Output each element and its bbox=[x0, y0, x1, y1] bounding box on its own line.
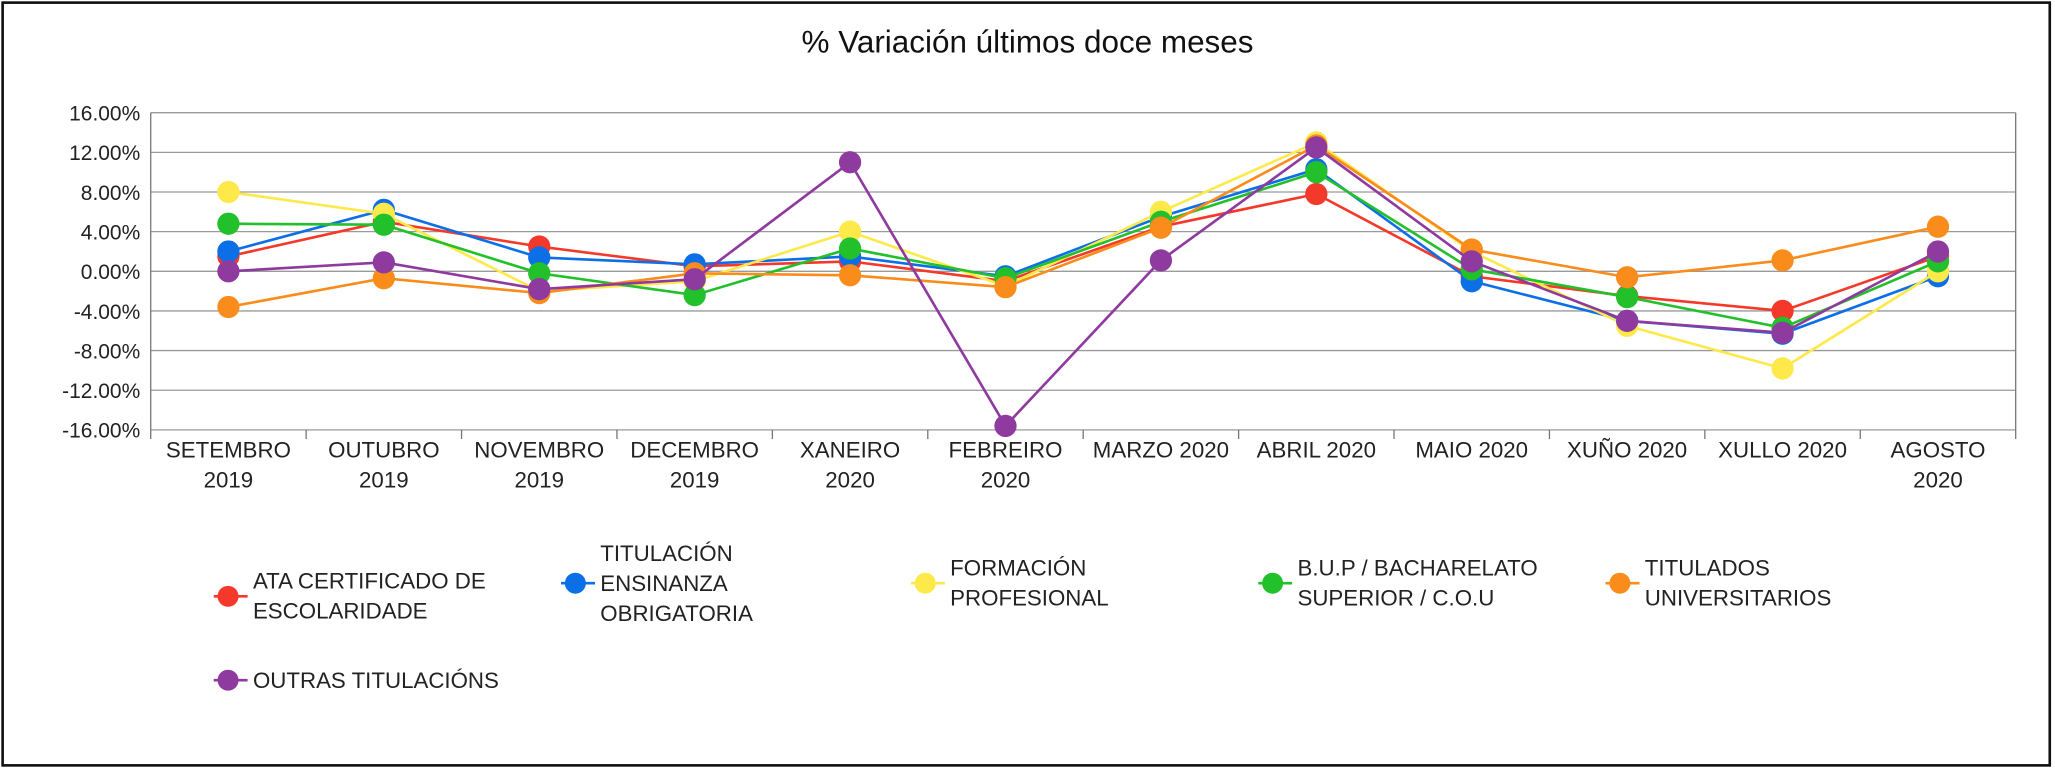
data-point bbox=[528, 262, 551, 285]
legend-dot bbox=[1262, 572, 1284, 594]
legend-label: B.U.P / BACHARELATO SUPERIOR / C.O.U bbox=[1297, 555, 1538, 611]
x-tick-label: ABRIL 2020 bbox=[1256, 437, 1376, 463]
legend-marker bbox=[213, 669, 248, 691]
legend-label: OUTRAS TITULACIÓNS bbox=[252, 667, 499, 693]
legend-dot bbox=[564, 572, 586, 594]
data-point bbox=[1771, 357, 1794, 380]
data-point bbox=[1616, 266, 1639, 289]
legend-dot bbox=[217, 669, 239, 691]
legend-marker bbox=[1258, 572, 1293, 594]
y-tick-label: -16.00% bbox=[62, 420, 140, 443]
x-tick-label: XULLO 2020 bbox=[1718, 437, 1847, 463]
series-line bbox=[228, 145, 1939, 429]
legend-label: TITULADOS UNIVERSITARIOS bbox=[1644, 555, 1832, 611]
data-point bbox=[217, 212, 240, 235]
series-line bbox=[228, 170, 1939, 330]
data-point bbox=[1149, 249, 1173, 272]
legend-item: FORMACIÓN PROFESIONAL bbox=[910, 531, 1147, 636]
data-point bbox=[1149, 216, 1173, 239]
data-point bbox=[217, 260, 240, 283]
x-tick-label: MAIO 2020 bbox=[1415, 437, 1529, 463]
data-point bbox=[838, 264, 862, 287]
legend-marker bbox=[1605, 572, 1640, 594]
legend-item: TITULACIÓN ENSINANZA OBRIGATORIA bbox=[560, 531, 790, 636]
data-point bbox=[994, 276, 1017, 299]
data-point bbox=[683, 268, 706, 291]
legend-marker bbox=[213, 585, 248, 607]
x-tick-label: MARZO 2020 bbox=[1092, 437, 1230, 463]
data-point bbox=[217, 180, 240, 204]
x-tick-label: SETEMBRO 2019 bbox=[165, 437, 291, 493]
data-point bbox=[683, 283, 706, 307]
y-tick-label: 0.00% bbox=[81, 261, 140, 284]
x-tick-label: NOVEMBRO 2019 bbox=[474, 437, 605, 493]
x-tick-label: XANEIRO 2020 bbox=[799, 437, 901, 493]
data-point bbox=[1926, 240, 1950, 263]
data-point bbox=[1926, 215, 1950, 238]
y-tick-label: 16.00% bbox=[69, 103, 140, 126]
data-point bbox=[217, 295, 240, 319]
legend-item: TITULADOS UNIVERSITARIOS bbox=[1605, 531, 1874, 636]
data-point bbox=[372, 267, 395, 290]
legend-label: FORMACIÓN PROFESIONAL bbox=[950, 555, 1109, 611]
data-point bbox=[838, 220, 862, 243]
legend-dot bbox=[1609, 572, 1631, 594]
legend-dot bbox=[914, 572, 936, 594]
data-point bbox=[528, 246, 551, 269]
data-point bbox=[1771, 249, 1794, 272]
y-tick-label: 12.00% bbox=[69, 142, 140, 165]
y-tick-label: 4.00% bbox=[81, 222, 140, 245]
data-point bbox=[1616, 285, 1639, 309]
x-tick-label: FEBREIRO 2020 bbox=[948, 437, 1063, 493]
data-point bbox=[372, 213, 395, 236]
data-point bbox=[1460, 250, 1483, 273]
data-point bbox=[1616, 309, 1639, 332]
chart-title: % Variación últimos doce meses bbox=[802, 24, 1254, 59]
x-tick-label: AGOSTO 2020 bbox=[1890, 437, 1986, 493]
data-point bbox=[372, 251, 395, 274]
data-point bbox=[1305, 182, 1328, 206]
legend-label: ATA CERTIFICADO DE ESCOLARIDADE bbox=[252, 568, 486, 624]
x-tick-label: XUÑO 2020 bbox=[1567, 437, 1688, 463]
legend-label: TITULACIÓN ENSINANZA OBRIGATORIA bbox=[600, 540, 753, 626]
legend-dot bbox=[217, 585, 239, 607]
series-line bbox=[228, 143, 1939, 309]
series-line bbox=[228, 192, 1939, 313]
data-point bbox=[217, 240, 240, 263]
legend-marker bbox=[910, 572, 945, 594]
data-point bbox=[1771, 321, 1794, 344]
legend-item: OUTRAS TITULACIÓNS bbox=[213, 628, 594, 733]
x-tick-label: OUTUBRO 2019 bbox=[328, 437, 440, 493]
data-point bbox=[994, 414, 1017, 438]
legend-item: ATA CERTIFICADO DE ESCOLARIDADE bbox=[213, 544, 529, 649]
x-tick-label: DECEMBRO 2019 bbox=[630, 437, 760, 493]
y-tick-label: -12.00% bbox=[62, 380, 140, 403]
legend-item: B.U.P / BACHARELATO SUPERIOR / C.O.U bbox=[1258, 531, 1579, 636]
data-point bbox=[838, 237, 862, 260]
legend-marker bbox=[560, 572, 596, 594]
data-point bbox=[1305, 136, 1328, 159]
data-point bbox=[838, 151, 862, 174]
data-point bbox=[528, 277, 551, 301]
y-tick-label: -4.00% bbox=[74, 301, 140, 324]
data-point bbox=[1771, 299, 1794, 323]
y-tick-label: 8.00% bbox=[81, 182, 140, 205]
y-tick-label: -8.00% bbox=[74, 340, 140, 363]
data-point bbox=[1305, 161, 1328, 184]
